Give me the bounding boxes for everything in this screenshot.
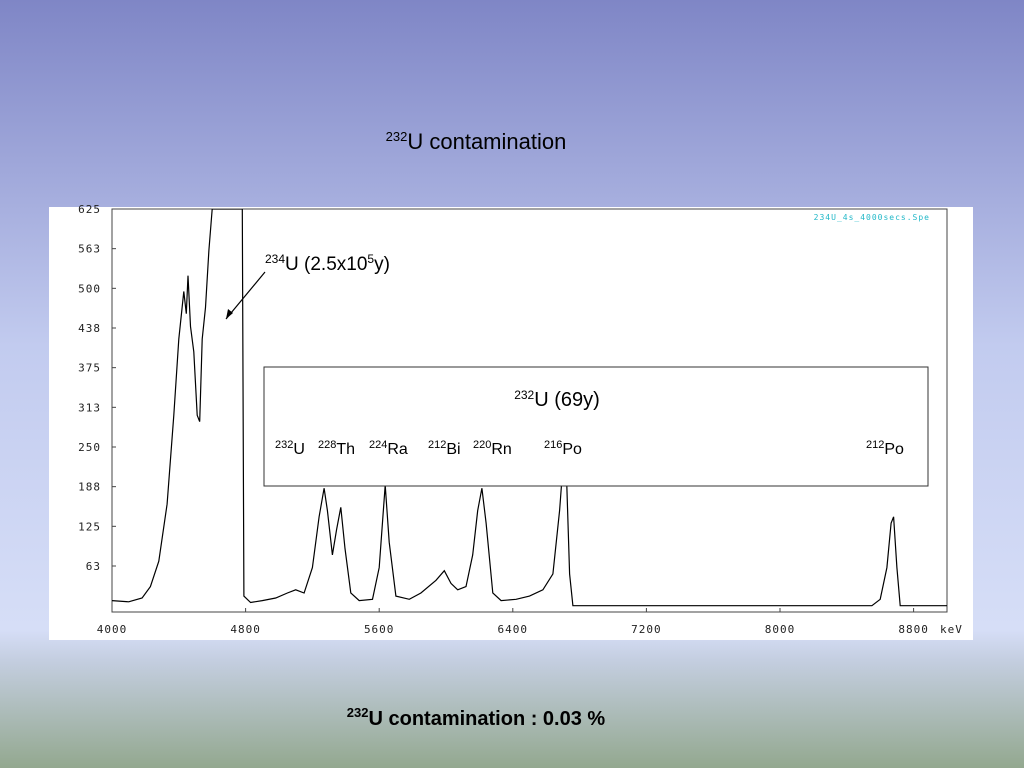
decay-box xyxy=(263,366,929,487)
isotope-label: 228Th xyxy=(318,439,355,458)
x-axis-label: keV xyxy=(940,623,963,636)
isotope-label: 212Bi xyxy=(428,439,461,458)
u234-label: 234U (2.5x105y) xyxy=(265,252,390,275)
isotope-label: 232U xyxy=(275,439,305,458)
x-tick-label: 5600 xyxy=(364,623,395,636)
x-tick-label: 6400 xyxy=(498,623,529,636)
file-label: 234U_4s_4000secs.Spe xyxy=(814,213,930,222)
x-tick-label: 8000 xyxy=(765,623,796,636)
y-tick-label: 563 xyxy=(78,243,101,256)
y-tick-label: 125 xyxy=(78,520,101,533)
arrow xyxy=(225,271,266,320)
isotope-label: 220Rn xyxy=(473,439,512,458)
y-tick-label: 188 xyxy=(78,481,101,494)
u232-label: 232U (69y) xyxy=(514,388,600,411)
x-tick-label: 4800 xyxy=(230,623,261,636)
slide-footer: 232U contamination : 0.03 % xyxy=(347,705,606,730)
plot-frame xyxy=(111,208,948,613)
y-tick-label: 375 xyxy=(78,362,101,375)
y-tick-label: 313 xyxy=(78,401,101,414)
isotope-label: 224Ra xyxy=(369,439,408,458)
x-tick-label: 4000 xyxy=(97,623,128,636)
isotope-label: 212Po xyxy=(866,439,904,458)
x-tick-label: 7200 xyxy=(631,623,662,636)
y-tick-label: 63 xyxy=(86,560,101,573)
arrow-head xyxy=(226,309,233,319)
y-tick-label: 625 xyxy=(78,203,101,216)
y-tick-label: 500 xyxy=(78,282,101,295)
slide-title: 232U contamination xyxy=(386,129,567,154)
y-tick-label: 250 xyxy=(78,441,101,454)
x-tick-label: 8800 xyxy=(898,623,929,636)
isotope-label: 216Po xyxy=(544,439,582,458)
spectrum-line xyxy=(112,209,947,607)
y-tick-label: 438 xyxy=(78,322,101,335)
